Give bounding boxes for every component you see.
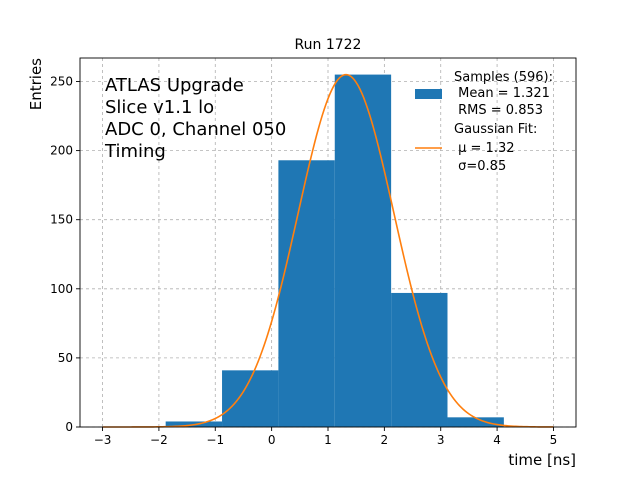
annotation-line-3: ADC 0, Channel 050 xyxy=(105,119,286,140)
y-axis-label: Entries xyxy=(27,58,45,110)
histogram-bar xyxy=(334,74,392,428)
gaussian-fit-curve xyxy=(102,73,554,428)
histogram-bar xyxy=(278,160,335,428)
y-tick-label: 0 xyxy=(65,420,73,434)
x-axis-ticks: −3 −2 −1 0 1 2 3 4 5 xyxy=(94,427,558,447)
legend-samples-swatch xyxy=(415,89,442,99)
legend-samples-title: Samples (596): xyxy=(454,70,553,85)
annotation-line-4: Timing xyxy=(104,141,166,162)
x-tick-label: 2 xyxy=(381,433,389,447)
annotation: ATLAS Upgrade Slice v1.1 lo ADC 0, Chann… xyxy=(104,75,286,162)
x-axis-label: time [ns] xyxy=(508,451,576,469)
x-tick-label: −2 xyxy=(150,433,168,447)
x-tick-label: −3 xyxy=(94,433,112,447)
histogram-bar xyxy=(447,417,504,427)
legend: Samples (596): Mean = 1.321 RMS = 0.853 … xyxy=(415,70,553,174)
legend-samples-mean: Mean = 1.321 xyxy=(454,86,550,101)
y-tick-label: 200 xyxy=(50,144,73,158)
y-tick-label: 150 xyxy=(50,213,73,227)
legend-samples-rms: RMS = 0.853 xyxy=(454,103,543,118)
annotation-line-2: Slice v1.1 lo xyxy=(105,97,214,118)
x-tick-label: 4 xyxy=(493,433,501,447)
legend-fit-title: Gaussian Fit: xyxy=(454,122,537,137)
y-axis-ticks: 0 50 100 150 200 250 xyxy=(50,74,80,434)
x-tick-label: 5 xyxy=(550,433,558,447)
legend-fit-mu: μ = 1.32 xyxy=(454,141,515,156)
chart-title: Run 1722 xyxy=(295,37,362,53)
x-tick-label: 0 xyxy=(268,433,276,447)
histogram-bar xyxy=(391,292,448,427)
y-tick-label: 100 xyxy=(50,282,73,296)
annotation-line-1: ATLAS Upgrade xyxy=(105,75,244,96)
x-tick-label: 1 xyxy=(324,433,332,447)
x-tick-label: −1 xyxy=(206,433,224,447)
legend-fit-sigma: σ=0.85 xyxy=(454,159,506,174)
y-tick-label: 250 xyxy=(50,74,73,88)
y-tick-label: 50 xyxy=(58,351,73,365)
x-tick-label: 3 xyxy=(437,433,445,447)
